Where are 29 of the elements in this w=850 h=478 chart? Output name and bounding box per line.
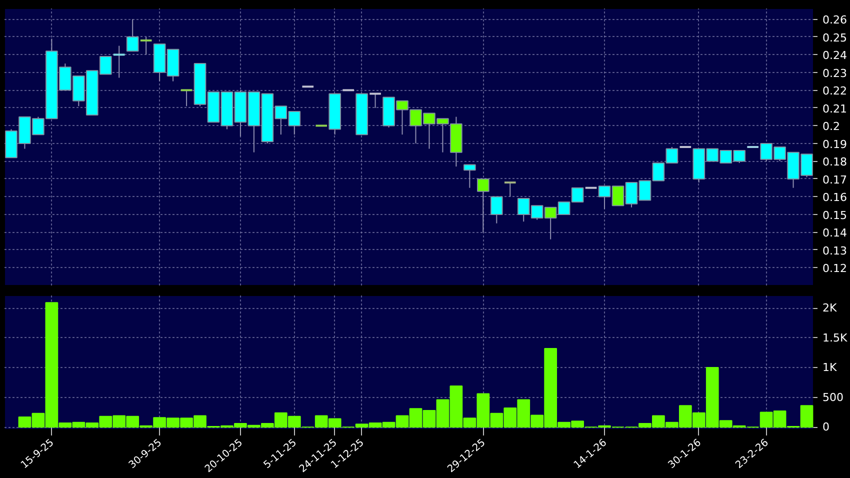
- candlestick: [490, 196, 503, 224]
- candlestick: [464, 164, 476, 188]
- y-tick-label: 0.2: [822, 120, 840, 134]
- y-tick-label: 0.13: [822, 244, 847, 258]
- y-tick-label: 1.5K: [822, 331, 848, 344]
- y-tick-label: 1K: [822, 361, 838, 374]
- y-tick-label: 0.22: [822, 84, 847, 98]
- candlestick: [476, 178, 490, 233]
- y-tick-label: 0: [822, 420, 830, 434]
- y-tick-label: 0.19: [822, 138, 847, 151]
- y-tick-label: 0.26: [822, 14, 847, 27]
- y-tick-label: 0.21: [822, 102, 847, 116]
- y-tick-label: 500: [822, 390, 844, 404]
- y-tick-label: 0.15: [822, 208, 847, 222]
- candlestick: [368, 92, 382, 108]
- candlestick: [139, 36, 153, 56]
- y-tick-label: 0.17: [822, 173, 847, 186]
- y-tick-label: 0.23: [822, 66, 847, 80]
- y-tick-label: 0.16: [822, 191, 847, 204]
- y-tick-label: 0.12: [822, 262, 847, 276]
- y-tick-label: 0.18: [822, 156, 847, 169]
- y-tick-label: 0.14: [822, 226, 847, 240]
- y-tick-label: 0.24: [822, 49, 847, 62]
- candlestick: [126, 18, 139, 52]
- candlestick: [112, 45, 126, 78]
- y-tick-label: 0.25: [822, 31, 847, 44]
- candlestick: [503, 182, 517, 198]
- y-tick-label: 2K: [822, 302, 838, 315]
- candlestick: [180, 89, 194, 107]
